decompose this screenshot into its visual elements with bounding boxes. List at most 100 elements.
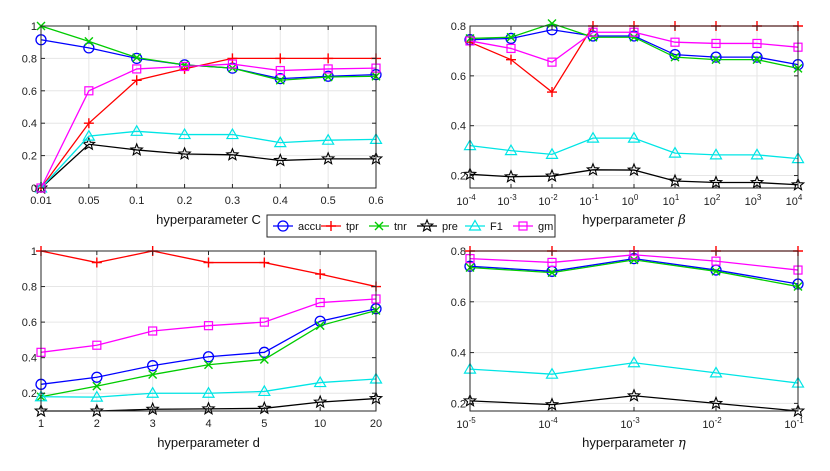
- point-tnr: [323, 72, 333, 82]
- point-tnr: [752, 55, 762, 65]
- y-tick-label: 1: [31, 246, 37, 258]
- x-tick-label: 10: [314, 418, 326, 430]
- point-F1: [130, 124, 144, 136]
- x-tick-label: 20: [370, 418, 382, 430]
- y-tick-label: 0: [31, 183, 37, 195]
- legend-marker: [419, 218, 435, 233]
- x-tick-label: 10-3: [497, 193, 517, 208]
- legend-label: F1: [490, 221, 503, 233]
- y-tick-label: 0.8: [451, 21, 466, 33]
- point-pre: [129, 142, 144, 156]
- point-pre: [313, 394, 328, 409]
- legend-label: accu: [298, 221, 321, 233]
- y-tick-label: 0.2: [22, 388, 37, 400]
- series-line-gm: [469, 31, 799, 63]
- point-F1: [82, 129, 96, 141]
- point-accu: [751, 51, 763, 63]
- legend-item-gm: gm: [513, 221, 553, 233]
- series-line-F1: [40, 378, 377, 398]
- x-tick-label: 0.4: [273, 195, 288, 207]
- point-pre: [503, 169, 519, 183]
- point-F1: [313, 375, 327, 388]
- point-tpr: [203, 257, 214, 268]
- point-accu: [202, 351, 215, 363]
- x-tick-label: 10-2: [702, 416, 722, 431]
- point-gm: [275, 65, 285, 76]
- chart-d: 1 2 3 4 5 10 20 0.2 0.4 0.6 0.8 1 hyperparameter d: [22, 246, 384, 450]
- point-pre: [145, 401, 160, 416]
- x-tick-label: 0.05: [78, 195, 99, 207]
- y-tick-label: 0.6: [22, 317, 37, 329]
- series-line-pre: [469, 395, 799, 412]
- series-gm: [465, 27, 803, 67]
- y-tick-label: 0.8: [451, 246, 466, 258]
- x-axis-label: hyperparameter η: [582, 435, 686, 451]
- x-tick-label: 10-4: [538, 416, 558, 431]
- y-tick-label: 0.4: [22, 118, 37, 130]
- point-F1: [201, 386, 216, 398]
- point-tnr: [84, 36, 94, 46]
- point-tpr: [83, 118, 94, 129]
- point-tpr: [275, 53, 286, 64]
- y-tick-label: 0.6: [22, 86, 37, 98]
- point-tpr: [227, 53, 238, 64]
- chart-eta: 10-5 10-4 10-3 10-2 10-1 0.2 0.4 0.6 0.8 hyperpar…: [451, 246, 806, 451]
- x-tick-label: 100: [622, 193, 639, 208]
- point-gm: [148, 326, 158, 336]
- y-tick-label: 0.2: [451, 171, 466, 183]
- series-line-F1: [469, 137, 799, 160]
- legend-label: tnr: [394, 221, 407, 233]
- point-F1: [627, 356, 641, 368]
- plot-area: [41, 26, 376, 188]
- x-tick-label: 10-2: [538, 193, 558, 208]
- point-accu: [505, 32, 517, 45]
- x-axis-label: hyperparameter d: [157, 435, 260, 450]
- point-tpr: [259, 257, 270, 268]
- series-pre: [462, 388, 806, 418]
- y-tick-label: 0.4: [22, 353, 37, 365]
- point-tpr: [547, 87, 557, 98]
- chart-c: 0.01 0.05 0.1 0.2 0.3 0.4 0.5 0.6 0 0.2 0.4 0.6 0.8 1…: [22, 21, 384, 227]
- y-tick-label: 0.8: [22, 282, 37, 294]
- point-F1: [504, 143, 518, 156]
- point-F1: [545, 147, 559, 159]
- point-pre: [626, 388, 642, 402]
- point-pre: [225, 147, 240, 161]
- legend-label: tpr: [346, 221, 359, 233]
- x-tick-label: 102: [704, 193, 721, 208]
- x-tick-label: 0.2: [177, 195, 192, 207]
- point-tpr: [506, 54, 516, 65]
- series-line-tpr: [40, 57, 376, 189]
- y-tick-label: 0.4: [451, 348, 466, 360]
- point-tnr: [92, 381, 102, 391]
- point-gm: [323, 64, 333, 74]
- point-F1: [709, 366, 723, 378]
- point-accu: [83, 42, 95, 54]
- point-tnr: [506, 32, 516, 42]
- point-pre: [790, 403, 806, 418]
- point-tnr: [670, 52, 680, 62]
- legend-box: [266, 214, 556, 238]
- y-tick-label: 0.6: [451, 71, 466, 83]
- series-line-F1: [40, 130, 377, 189]
- legend: accu tpr tnr pre F1 gm: [266, 214, 556, 238]
- point-gm: [711, 256, 721, 266]
- x-tick-label: 10-5: [456, 416, 476, 431]
- point-gm: [259, 317, 269, 327]
- point-pre: [89, 403, 104, 418]
- x-tick-label: 0.5: [320, 195, 335, 207]
- point-tpr: [91, 257, 102, 268]
- series-F1: [34, 372, 383, 402]
- series-line-gm: [40, 298, 377, 353]
- x-tick-label: 0.3: [225, 195, 240, 207]
- point-pre: [708, 395, 724, 410]
- point-F1: [257, 384, 271, 397]
- point-accu: [91, 371, 103, 383]
- x-tick-label: 10-4: [456, 193, 476, 208]
- legend-item-tnr: tnr: [369, 221, 407, 233]
- y-tick-label: 0.4: [451, 121, 466, 133]
- x-tick-label: 2: [94, 418, 100, 430]
- point-F1: [273, 135, 287, 148]
- point-gm: [547, 257, 557, 268]
